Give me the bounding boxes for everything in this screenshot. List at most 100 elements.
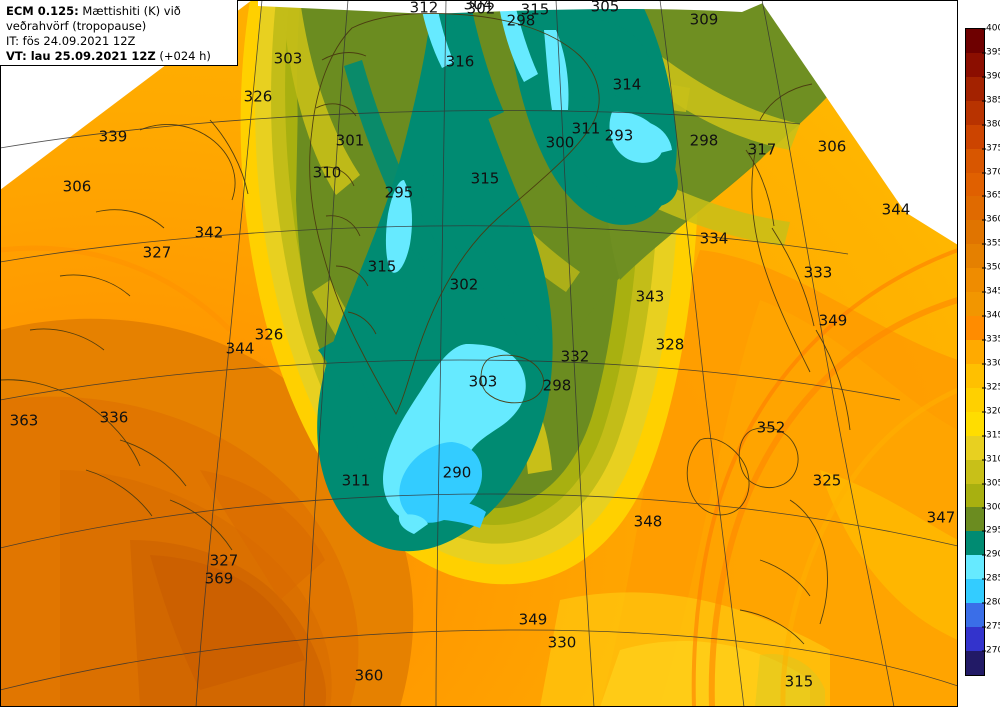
teal-ribbon-1 [414, 170, 540, 344]
colorbar-swatch [966, 363, 984, 388]
colorbar-swatch [966, 483, 984, 508]
colorbar-tick-dash [982, 483, 986, 485]
colorbar-tick: 270 [986, 645, 1000, 656]
contour-value-label: 347 [926, 508, 956, 527]
contour-value-label: 316 [445, 52, 475, 71]
field-layers [0, 0, 958, 707]
filament-3 [780, 387, 958, 707]
colorbar-swatch [966, 507, 984, 532]
contour-value-label: 348 [633, 512, 663, 531]
map-canvas[interactable] [0, 0, 958, 707]
contour-value-label: 298 [542, 376, 572, 395]
map-panel[interactable]: 312 304 302 298 315 305 309 303 316 314 326 311 293 3… [0, 0, 958, 707]
contour-value-label: 302 [449, 275, 479, 294]
colorbar-tick-dash [982, 315, 986, 317]
colorbar-swatch [966, 52, 984, 77]
colorbar-tick-dash [982, 435, 986, 437]
colorbar-swatch [966, 292, 984, 317]
colorbar-swatch [966, 316, 984, 340]
teal-top-1 [450, 0, 504, 120]
colorbar-tick: 365 [986, 190, 1000, 201]
contour-value-label: 302 [466, 0, 496, 18]
filament-1 [708, 297, 958, 707]
colorbar-tick: 315 [986, 430, 1000, 441]
model-name: ECM 0.125: [6, 4, 79, 18]
colorbar-tick-dash [982, 339, 986, 341]
contour-value-label: 315 [520, 0, 550, 19]
contour-value-label: 332 [560, 347, 590, 366]
colorbar-tick: 280 [986, 597, 1000, 608]
colorbar [965, 28, 985, 676]
contour-value-label: 312 [409, 0, 439, 17]
colorbar-swatch [966, 29, 984, 53]
contour-value-label: 305 [590, 0, 620, 16]
contour-value-label: 314 [612, 75, 642, 94]
contour-value-label: 298 [689, 131, 719, 150]
nodata-top-strip [258, 0, 770, 14]
colorbar-tick: 310 [986, 454, 1000, 465]
contour-value-label: 306 [817, 137, 847, 156]
colorbar-swatch [966, 579, 984, 604]
colorbar-tick: 285 [986, 573, 1000, 584]
colorbar-tick: 340 [986, 310, 1000, 321]
colorbar-tick-dash [982, 195, 986, 197]
colorbar-swatch [966, 244, 984, 269]
contour-value-label: 327 [209, 551, 239, 570]
contour-value-label: 327 [142, 243, 172, 262]
colorbar-tick: 320 [986, 406, 1000, 417]
contour-value-label: 334 [699, 229, 729, 248]
colorbar-tick: 355 [986, 238, 1000, 249]
filament-4 [0, 245, 232, 332]
contour-value-label: 360 [354, 666, 384, 685]
contour-value-label: 349 [818, 311, 848, 330]
colorbar-tick-dash [982, 626, 986, 628]
colorbar-tick-dash [982, 243, 986, 245]
colorbar-swatch [966, 124, 984, 149]
contour-value-label: 328 [655, 335, 685, 354]
contour-value-label: 300 [545, 133, 575, 152]
contour-value-label: 333 [803, 263, 833, 282]
contour-value-label: 295 [384, 183, 414, 202]
colorbar-tick-dash [982, 363, 986, 365]
contour-value-label: 369 [204, 569, 234, 588]
title-field-name: Mættishiti (K) við [78, 4, 181, 18]
forecast-hour: (+024 h) [155, 49, 211, 63]
colorbar-swatch [966, 100, 984, 125]
colorbar-tick: 300 [986, 502, 1000, 513]
colorbar-swatch [966, 172, 984, 197]
contour-value-label: 304 [463, 0, 493, 14]
streak-olive-1 [282, 0, 360, 195]
teal-patch-b [318, 340, 384, 460]
colorbar-tick: 380 [986, 119, 1000, 130]
contour-value-label: 339 [98, 127, 128, 146]
colorbar-tick: 330 [986, 358, 1000, 369]
colorbar-tick: 375 [986, 143, 1000, 154]
contour-value-label: 315 [367, 257, 397, 276]
contour-value-label: 325 [812, 471, 842, 490]
contour-value-label: 303 [468, 372, 498, 391]
contour-value-label: 363 [9, 411, 39, 430]
valid-time-value: VT: lau 25.09.2021 12Z [6, 49, 156, 63]
colorbar-swatch [966, 339, 984, 364]
band-right-orange-2 [660, 300, 958, 707]
band-hot-streak [150, 555, 305, 690]
colorbar-swatch [966, 220, 984, 245]
colorbar-tick-dash [982, 507, 986, 509]
colorbar-tick-dash [982, 148, 986, 150]
colorbar-tick: 390 [986, 71, 1000, 82]
contour-value-label: 301 [335, 131, 365, 150]
cyan-iceland-core2 [414, 498, 486, 528]
init-time-line: IT: fös 24.09.2021 12Z [6, 34, 136, 48]
band-bottom-olive [755, 654, 825, 707]
colorbar-tick: 360 [986, 214, 1000, 225]
contour-value-label: 352 [756, 418, 786, 437]
colorbar-tick: 335 [986, 334, 1000, 345]
colorbar-tick-dash [982, 459, 986, 461]
contour-value-label: 310 [312, 163, 342, 182]
contour-value-label: 306 [62, 177, 92, 196]
contour-value-label: 290 [442, 463, 472, 482]
colorbar-swatch [966, 459, 984, 484]
title-box: ECM 0.125: Mættishiti (K) við veðrahvörf… [0, 0, 238, 66]
colorbar-tick-dash [982, 28, 986, 30]
colorbar-swatch [966, 627, 984, 651]
